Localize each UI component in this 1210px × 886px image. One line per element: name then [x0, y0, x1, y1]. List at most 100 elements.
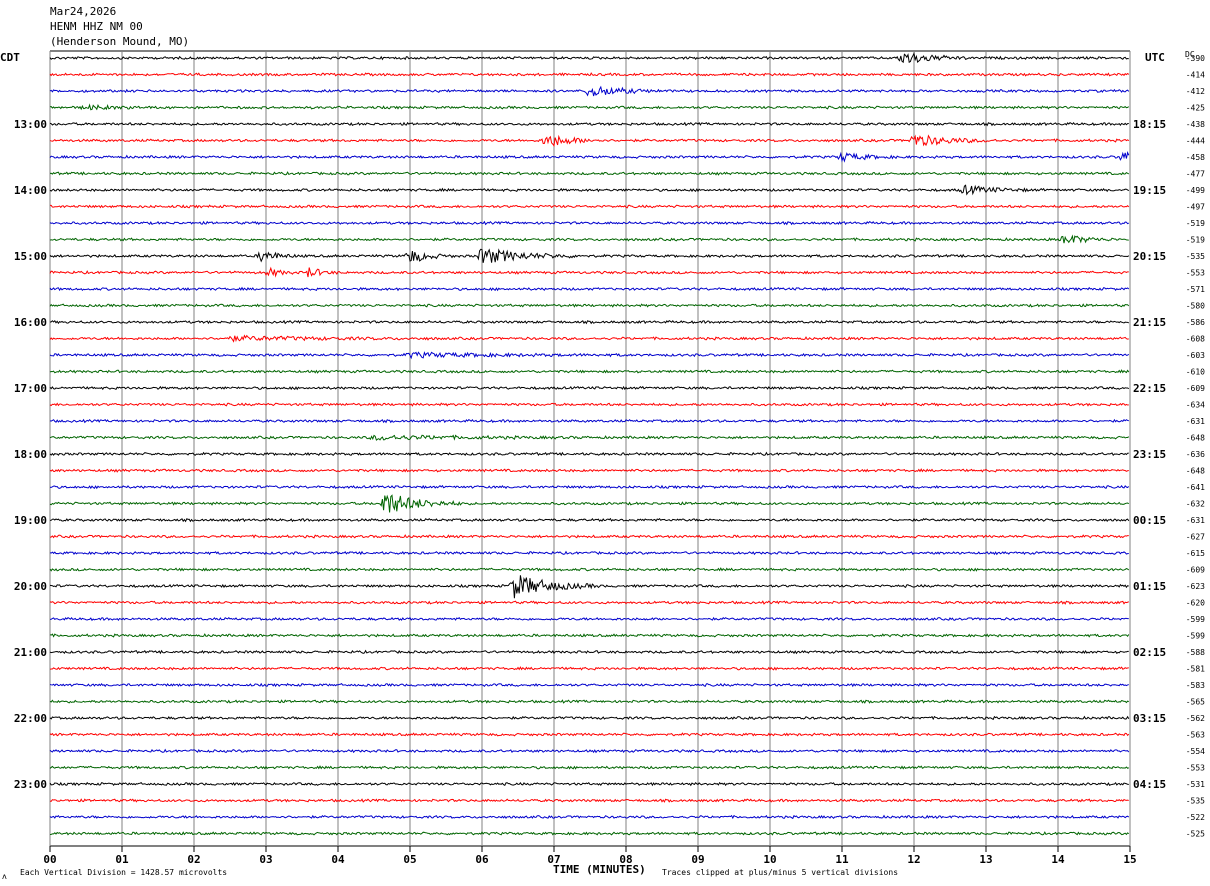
dc-offset-label: -603 [1186, 351, 1205, 360]
dc-offset-label: -535 [1186, 252, 1205, 261]
trace-line [49, 72, 1130, 77]
x-tick-label: 01 [115, 853, 129, 866]
utc-hour-label: 22:15 [1133, 382, 1166, 395]
utc-hour-label: 00:15 [1133, 514, 1166, 527]
dc-offset-label: -565 [1186, 698, 1205, 707]
x-tick-label: 04 [331, 853, 345, 866]
utc-hour-label: 23:15 [1133, 448, 1166, 461]
dc-offset-label: -586 [1186, 318, 1205, 327]
utc-hour-labels: 18:15 19:15 20:15 21:15 22:15 23:15 00:15 01:15… [1133, 118, 1166, 791]
scale-note: Each Vertical Division = 1428.57 microvo… [20, 868, 227, 877]
trace-line [49, 171, 1130, 176]
utc-hour-label: 20:15 [1133, 250, 1166, 263]
utc-hour-label: 21:15 [1133, 316, 1166, 329]
trace-line [49, 616, 1129, 622]
utc-label: UTC [1145, 51, 1165, 64]
dc-offset-label: -477 [1186, 170, 1205, 179]
trace-line [49, 748, 1130, 754]
dc-offset-label: -531 [1186, 780, 1205, 789]
dc-offset-label: -497 [1186, 203, 1205, 212]
heli-date: Mar24,2026 [50, 5, 117, 18]
dc-offset-label: -444 [1186, 137, 1205, 146]
trace-line [49, 121, 1129, 127]
trace-line [49, 831, 1130, 836]
dc-offset-label: -581 [1186, 665, 1205, 674]
x-tick-label: 08 [619, 853, 632, 866]
dc-offset-label: -390 [1186, 54, 1205, 63]
dc-offset-label: -563 [1186, 731, 1205, 740]
dc-offset-label: -519 [1186, 219, 1205, 228]
x-tick-label: 00 [43, 853, 56, 866]
x-tick-label: 12 [907, 853, 920, 866]
trace-line [49, 351, 1130, 360]
dc-offset-label: -608 [1186, 335, 1205, 344]
dc-offset-label: -634 [1186, 401, 1205, 410]
dc-offset-label: -588 [1186, 648, 1205, 657]
dc-offset-label: -553 [1186, 269, 1205, 278]
cdt-hour-label: 13:00 [14, 118, 47, 131]
cdt-hour-label: 21:00 [14, 646, 47, 659]
x-tick-label: 02 [187, 853, 200, 866]
trace-line [49, 266, 1129, 278]
dc-offset-label: -438 [1186, 120, 1205, 129]
cdt-hour-labels: 13:00 14:00 15:00 16:00 17:00 18:00 19:00 20:00… [14, 118, 47, 791]
corner-mark: ʌ [2, 872, 7, 881]
trace-line [49, 682, 1129, 688]
trace-line [49, 550, 1129, 556]
trace-line [49, 402, 1129, 407]
cdt-hour-label: 15:00 [14, 250, 47, 263]
trace-line [49, 85, 1130, 97]
trace-line [49, 633, 1130, 638]
dc-offset-label: -499 [1186, 186, 1205, 195]
cdt-hour-label: 22:00 [14, 712, 47, 725]
x-tick-label: 11 [835, 853, 849, 866]
trace-line [49, 484, 1130, 490]
trace-line [49, 369, 1130, 374]
dc-offset-label: -522 [1186, 813, 1205, 822]
trace-line [49, 699, 1129, 704]
cdt-hour-label: 19:00 [14, 514, 47, 527]
x-tick-label: 09 [691, 853, 704, 866]
dc-offset-label: -648 [1186, 434, 1205, 443]
dc-offset-label: -553 [1186, 764, 1205, 773]
dc-offset-label: -562 [1186, 714, 1205, 723]
trace-line [49, 134, 1130, 148]
utc-hour-label: 04:15 [1133, 778, 1166, 791]
dc-offset-label: -636 [1186, 450, 1205, 459]
cdt-hour-label: 17:00 [14, 382, 47, 395]
trace-line [49, 286, 1130, 292]
dc-offset-label: -580 [1186, 302, 1205, 311]
cdt-hour-label: 20:00 [14, 580, 47, 593]
trace-line [49, 600, 1130, 605]
trace-line [49, 715, 1130, 721]
trace-line [49, 234, 1129, 244]
x-tick-label: 06 [475, 853, 489, 866]
cdt-label: CDT [0, 51, 20, 64]
minute-gridlines [49, 50, 1131, 847]
dc-offset-label: -632 [1186, 500, 1205, 509]
time-axis: 00 01 02 03 04 05 06 07 08 09 10 11 12 13 14 15 [43, 846, 1137, 866]
utc-hour-label: 18:15 [1133, 118, 1166, 131]
x-tick-label: 07 [547, 853, 560, 866]
dc-offset-label: -554 [1186, 747, 1205, 756]
dc-offset-label: -599 [1186, 632, 1205, 641]
trace-line [49, 666, 1129, 671]
dc-offset-label: -610 [1186, 368, 1205, 377]
dc-offset-label: -609 [1186, 384, 1205, 393]
heli-station: HENM HHZ NM 00 [50, 20, 143, 33]
dc-offset-label: -414 [1186, 71, 1205, 80]
x-tick-label: 13 [979, 853, 992, 866]
x-tick-label: 15 [1123, 853, 1136, 866]
dc-offset-label: -412 [1186, 87, 1205, 96]
trace-line [49, 732, 1130, 737]
trace-line [49, 494, 1130, 513]
utc-hour-label: 01:15 [1133, 580, 1166, 593]
dc-offset-label: -535 [1186, 797, 1205, 806]
trace-line [49, 765, 1129, 770]
trace-line [49, 781, 1129, 787]
trace-line [49, 418, 1129, 424]
dc-offset-label: -425 [1186, 104, 1205, 113]
utc-hour-label: 02:15 [1133, 646, 1166, 659]
cdt-hour-label: 18:00 [14, 448, 47, 461]
